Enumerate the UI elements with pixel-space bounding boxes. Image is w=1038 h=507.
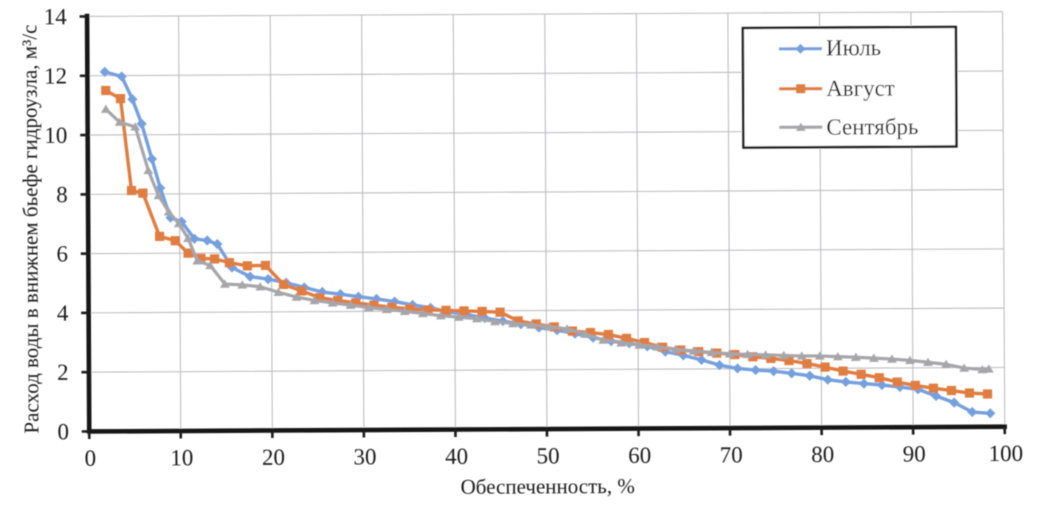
svg-text:70: 70	[720, 442, 743, 467]
svg-text:50: 50	[537, 443, 560, 468]
svg-text:100: 100	[989, 441, 1024, 466]
svg-text:10: 10	[44, 123, 67, 148]
svg-text:60: 60	[628, 443, 651, 468]
svg-text:Расход воды в внижнем бьефе ги: Расход воды в внижнем бьефе гидроузла, м…	[17, 24, 43, 433]
svg-text:10: 10	[170, 445, 193, 470]
svg-text:30: 30	[353, 444, 376, 469]
svg-text:80: 80	[811, 442, 834, 467]
svg-text:2: 2	[57, 360, 69, 385]
svg-text:Обеспеченность, %: Обеспеченность, %	[461, 474, 635, 499]
svg-text:20: 20	[262, 445, 285, 470]
svg-text:0: 0	[85, 446, 97, 471]
svg-text:12: 12	[44, 63, 67, 88]
svg-text:4: 4	[57, 301, 69, 326]
svg-text:Июль: Июль	[826, 35, 881, 60]
svg-text:8: 8	[56, 182, 68, 207]
svg-text:Август: Август	[826, 76, 895, 101]
svg-text:14: 14	[44, 4, 68, 29]
svg-text:6: 6	[56, 241, 68, 266]
svg-text:Сентябрь: Сентябрь	[826, 114, 918, 139]
svg-text:0: 0	[57, 419, 69, 444]
svg-text:40: 40	[445, 444, 468, 469]
svg-text:90: 90	[903, 441, 926, 466]
